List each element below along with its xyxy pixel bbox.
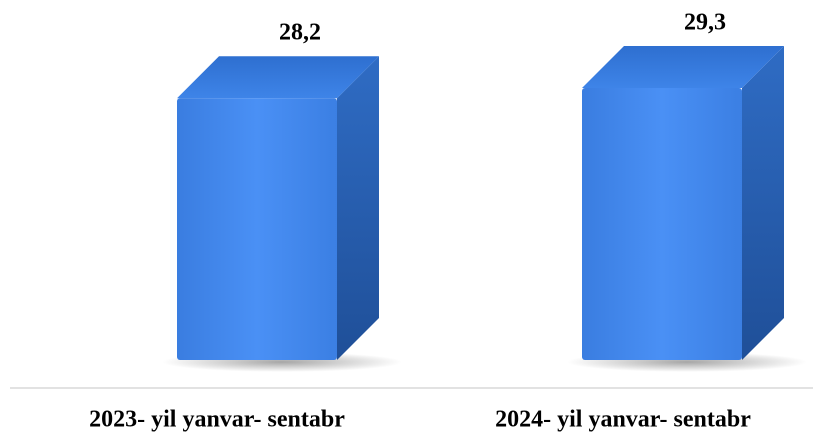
bar — [177, 56, 379, 360]
value-label: 28,2 — [279, 20, 321, 46]
x-tick-label: 2024- yil yanvar- sentabr — [495, 407, 751, 433]
bar-side — [742, 46, 784, 360]
x-tick-label: 2023- yil yanvar- sentabr — [89, 407, 345, 433]
bar-side — [337, 56, 379, 360]
bar — [582, 46, 784, 360]
value-label: 29,3 — [684, 10, 726, 36]
bar-top — [177, 56, 379, 99]
bar-top — [582, 46, 784, 88]
bar-front — [582, 88, 742, 360]
bar-front — [177, 98, 337, 360]
